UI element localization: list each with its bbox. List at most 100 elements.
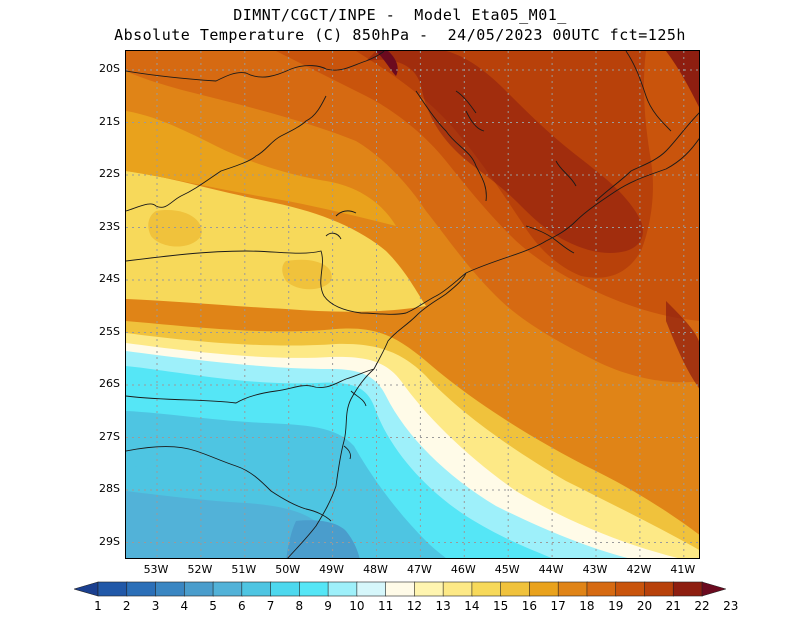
band-21	[366, 51, 643, 253]
map-title-line-1: DIMNT/CGCT/INPE - Model Eta05_M01_	[233, 6, 567, 24]
colorbar-swatch	[212, 581, 243, 597]
colorbar-swatch	[557, 581, 588, 597]
colorbar-tick-label: 21	[665, 599, 681, 613]
colorbar-tick-label: 19	[608, 599, 624, 613]
lat-tick-label: 21S	[99, 114, 120, 128]
colorbar-tick-label: 9	[324, 599, 332, 613]
colorbar-swatch	[672, 581, 703, 597]
lat-tick-label: 23S	[99, 219, 120, 233]
colorbar-tick-label: 7	[266, 599, 275, 613]
colorbar-tick-label: 11	[377, 599, 394, 613]
colorbar-tick-label: 20	[636, 599, 653, 613]
colorbar-swatch	[241, 581, 272, 597]
colorbar-tick-label: 5	[209, 599, 217, 613]
colorbar-swatch	[126, 581, 157, 597]
coast-sc	[287, 368, 375, 558]
colorbar-swatch	[270, 581, 301, 597]
coast-islands	[343, 390, 367, 460]
colorbar-swatch	[414, 581, 444, 597]
colorbar-swatch	[500, 581, 531, 597]
colorbar-swatch	[155, 581, 186, 597]
colorbar-swatch	[644, 581, 675, 597]
lon-tick-label: 50W	[275, 563, 301, 576]
border-pr-sp	[126, 250, 467, 315]
colorbar-swatch	[586, 581, 617, 597]
lon-tick-label: 52W	[187, 563, 213, 576]
colorbar-tick-label: 3	[151, 599, 160, 613]
colorbar-swatch	[615, 581, 646, 597]
border-sp-rj	[525, 225, 575, 254]
colorbar-tick-label: 16	[521, 599, 538, 613]
colorbar-swatch	[701, 581, 726, 597]
border-pr-sc	[126, 368, 375, 404]
lat-tick-label: 25S	[99, 324, 120, 338]
colorbar-tick-label: 8	[295, 599, 304, 613]
border-mg-es	[625, 51, 672, 132]
lat-tick-label: 22S	[99, 167, 120, 180]
lat-tick-label: 29S	[99, 534, 120, 548]
lon-tick-label: 42W	[626, 563, 652, 576]
lat-tick-label: 28S	[99, 482, 120, 495]
band-16	[126, 111, 396, 226]
lon-tick-label: 43W	[582, 563, 608, 576]
band-15-patch	[148, 210, 202, 247]
lat-tick-label: 26S	[99, 377, 120, 390]
colorbar-swatch	[385, 581, 416, 597]
border-sc-rs	[126, 446, 332, 522]
colorbar-tick-label: 18	[579, 599, 595, 613]
colorbar-tick-label: 1	[94, 599, 102, 613]
colorbar-swatch	[327, 581, 358, 597]
colorbar-tick-label: 6	[237, 599, 246, 613]
lon-tick-label: 41W	[670, 563, 696, 576]
colorbar-swatch	[529, 581, 559, 597]
lat-tick-label: 20S	[99, 62, 120, 75]
lon-tick-label: 48W	[363, 563, 388, 576]
temperature-map	[125, 50, 700, 559]
colorbar-swatch	[471, 581, 502, 597]
band-21-ne	[666, 51, 699, 108]
political-borders	[126, 51, 699, 558]
lat-tick-label: 27S	[99, 429, 120, 443]
colorbar-swatch	[356, 581, 387, 597]
colorbar-tick-label: 15	[493, 599, 509, 613]
colorbar-tick-label: 22	[694, 599, 710, 613]
temperature-colorbar	[74, 581, 726, 597]
colorbar-swatch	[442, 581, 473, 597]
colorbar-tick-label: 23	[723, 599, 739, 613]
coast-pr	[373, 272, 467, 370]
colorbar-swatch	[74, 581, 99, 597]
colorbar-tick-label: 2	[122, 599, 131, 613]
coast-sp-rj	[465, 138, 699, 274]
lat-tick-label: 24S	[99, 272, 120, 285]
colorbar-swatch	[97, 581, 128, 597]
colorbar-tick-label: 4	[180, 599, 189, 613]
lon-tick-label: 45W	[494, 563, 520, 576]
river-paraiba	[415, 90, 577, 202]
band-21-east	[666, 301, 699, 389]
lon-tick-label: 46W	[450, 563, 476, 576]
colorbar-tick-label: 14	[464, 599, 480, 613]
border-mg-rj	[595, 112, 699, 202]
colorbar-tick-label: 12	[406, 599, 423, 613]
border-mg-sp	[126, 51, 385, 82]
lon-tick-label: 44W	[538, 563, 564, 576]
lon-tick-label: 49W	[319, 563, 345, 576]
band-5	[286, 520, 360, 558]
temperature-field	[126, 51, 699, 558]
lon-tick-label: 47W	[406, 563, 432, 576]
colorbar-tick-label: 10	[349, 599, 365, 613]
lakes	[325, 90, 485, 240]
lat-lon-grid	[126, 51, 699, 558]
border-ms-sp	[126, 95, 327, 212]
colorbar-tick-label: 13	[435, 599, 451, 613]
band-7b	[126, 430, 243, 473]
band-15-patch-2	[282, 259, 332, 290]
colorbar-swatch	[183, 581, 214, 597]
lon-tick-label: 51W	[231, 563, 257, 576]
colorbar-tick-label: 17	[550, 599, 566, 613]
band-14	[126, 171, 426, 312]
colorbar-swatch	[299, 581, 329, 597]
band-22-north	[376, 51, 398, 76]
lon-tick-label: 53W	[143, 563, 169, 576]
map-title-line-2: Absolute Temperature (C) 850hPa - 24/05/…	[114, 26, 686, 44]
